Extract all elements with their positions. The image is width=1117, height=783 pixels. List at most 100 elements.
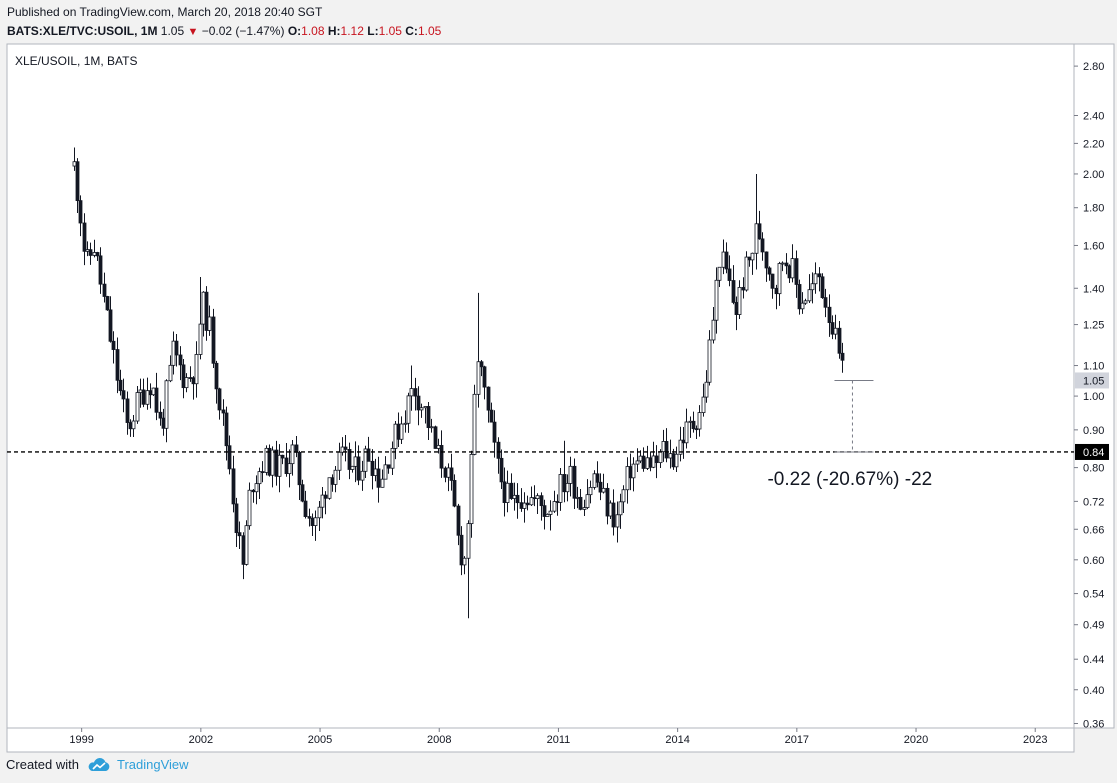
candle-body bbox=[764, 251, 769, 269]
chart-legend: XLE/USOIL, 1M, BATS bbox=[15, 54, 137, 68]
candle bbox=[618, 493, 623, 529]
candle bbox=[168, 355, 173, 383]
candle bbox=[784, 253, 789, 275]
high-value: 1.12 bbox=[340, 24, 364, 38]
measure-tool[interactable]: -0.22 (-20.67%) -22 bbox=[767, 379, 932, 490]
candle bbox=[764, 251, 769, 282]
candle-body bbox=[529, 497, 534, 506]
candle-body bbox=[548, 510, 553, 515]
candle-body bbox=[366, 448, 371, 462]
candle bbox=[509, 473, 514, 500]
candle bbox=[469, 450, 474, 538]
candle bbox=[568, 456, 573, 497]
candle bbox=[131, 415, 136, 437]
candle-body bbox=[770, 273, 775, 289]
candle-body bbox=[562, 474, 567, 493]
candle-body bbox=[615, 514, 620, 528]
candle bbox=[449, 453, 454, 491]
candle bbox=[760, 232, 765, 261]
candle-body bbox=[737, 287, 742, 315]
candle-body bbox=[707, 339, 712, 383]
candle-body bbox=[489, 409, 494, 423]
last-price-tag-label: 1.05 bbox=[1083, 375, 1104, 387]
candle bbox=[803, 298, 808, 305]
candle bbox=[558, 467, 563, 511]
candle bbox=[260, 461, 265, 483]
candle bbox=[399, 416, 404, 445]
open-value: 1.08 bbox=[301, 24, 325, 38]
candle bbox=[347, 442, 352, 480]
candle bbox=[327, 477, 332, 500]
candle bbox=[582, 499, 587, 516]
candle bbox=[416, 386, 421, 426]
x-axis-ticks: 1999 2002 2005 2008 2011 2014 2017 2020 2023 bbox=[69, 728, 1047, 746]
candle bbox=[496, 437, 501, 474]
candle bbox=[707, 330, 712, 386]
ohlc-line: BATS:XLE/TVC:USOIL, 1M 1.05 ▼ −0.02 (−1.… bbox=[7, 23, 441, 40]
candle-body bbox=[701, 396, 706, 414]
candle-body bbox=[512, 494, 517, 499]
y-tick-label: 0.60 bbox=[1083, 555, 1104, 567]
candle bbox=[459, 526, 464, 576]
candle-body bbox=[98, 255, 103, 285]
candle-body bbox=[439, 445, 444, 469]
y-tick-label: 0.44 bbox=[1083, 654, 1104, 666]
candle-body bbox=[542, 505, 547, 517]
candle-body bbox=[303, 500, 308, 517]
candle-body bbox=[628, 466, 633, 479]
candle-body bbox=[724, 251, 729, 270]
candle-body bbox=[380, 478, 385, 488]
candle-body bbox=[211, 316, 216, 364]
candle bbox=[300, 479, 305, 503]
candle bbox=[777, 261, 782, 306]
candle-body bbox=[426, 406, 431, 429]
candle bbox=[406, 392, 411, 433]
candle bbox=[154, 372, 159, 421]
low-label: L: bbox=[367, 24, 379, 38]
candle bbox=[542, 499, 547, 530]
candle-body bbox=[320, 494, 325, 508]
candle-body bbox=[386, 464, 391, 469]
candle bbox=[535, 493, 540, 515]
candle bbox=[317, 501, 322, 531]
candle-body bbox=[436, 445, 441, 449]
y-tick-label: 0.90 bbox=[1083, 425, 1104, 437]
candle bbox=[621, 485, 626, 514]
candle-body bbox=[111, 340, 116, 350]
candle-body bbox=[333, 469, 338, 485]
time-scale[interactable] bbox=[6, 727, 1075, 753]
candle-body bbox=[227, 445, 232, 470]
candle bbox=[605, 483, 610, 525]
tradingview-link[interactable]: TradingView bbox=[87, 757, 189, 772]
candle-body bbox=[486, 386, 491, 411]
candle-body bbox=[605, 487, 610, 517]
candle-body bbox=[611, 502, 616, 528]
candle bbox=[585, 479, 590, 510]
candle-body bbox=[174, 340, 179, 356]
candle bbox=[231, 455, 236, 513]
candle-body bbox=[608, 502, 613, 517]
chart-header: Published on TradingView.com, March 20, … bbox=[7, 4, 441, 40]
candle-body bbox=[800, 302, 805, 310]
y-tick-label: 0.49 bbox=[1083, 620, 1104, 632]
candle-body bbox=[472, 393, 477, 455]
candle bbox=[565, 474, 570, 502]
candle bbox=[145, 377, 150, 410]
candle bbox=[674, 446, 679, 472]
candle-body bbox=[807, 289, 812, 302]
candle bbox=[486, 386, 491, 423]
candle-body bbox=[141, 389, 146, 405]
y-tick-label: 1.60 bbox=[1083, 240, 1104, 252]
candle-body bbox=[754, 223, 759, 254]
candle-body bbox=[260, 471, 265, 474]
candle-body bbox=[416, 395, 421, 411]
candle-body bbox=[270, 449, 275, 476]
footer: Created with TradingView bbox=[6, 757, 189, 772]
candle-body bbox=[396, 423, 401, 440]
candle-body bbox=[370, 460, 375, 476]
candle-body bbox=[833, 327, 838, 335]
candle-body bbox=[373, 468, 378, 476]
candle-body bbox=[403, 422, 408, 425]
candle-body bbox=[635, 460, 640, 465]
